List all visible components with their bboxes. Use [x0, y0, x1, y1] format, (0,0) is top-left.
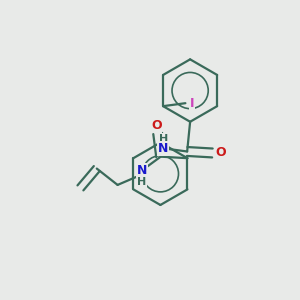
Text: H: H: [159, 134, 168, 144]
Text: N: N: [137, 164, 147, 177]
Text: O: O: [151, 119, 161, 132]
Text: I: I: [190, 97, 194, 110]
Text: N: N: [158, 142, 169, 155]
Text: O: O: [215, 146, 226, 160]
Text: H: H: [137, 177, 147, 187]
